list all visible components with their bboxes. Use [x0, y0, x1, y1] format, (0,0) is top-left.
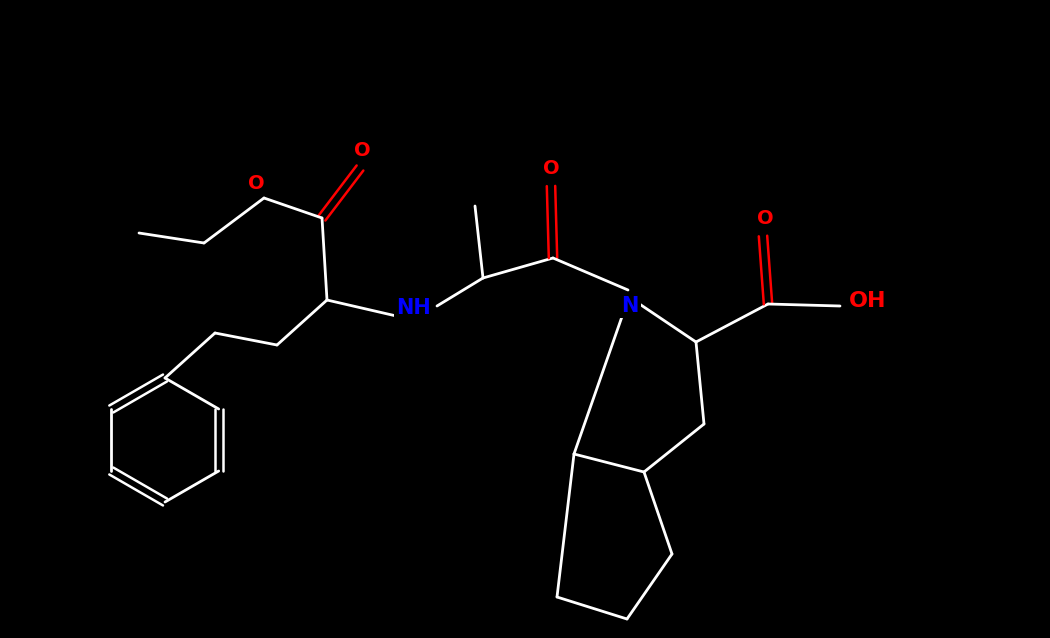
- Text: N: N: [622, 296, 638, 316]
- Text: O: O: [757, 209, 773, 228]
- Text: OH: OH: [849, 291, 887, 311]
- Text: NH: NH: [396, 298, 430, 318]
- Text: O: O: [248, 175, 265, 193]
- Text: O: O: [543, 160, 560, 179]
- Text: O: O: [354, 142, 371, 161]
